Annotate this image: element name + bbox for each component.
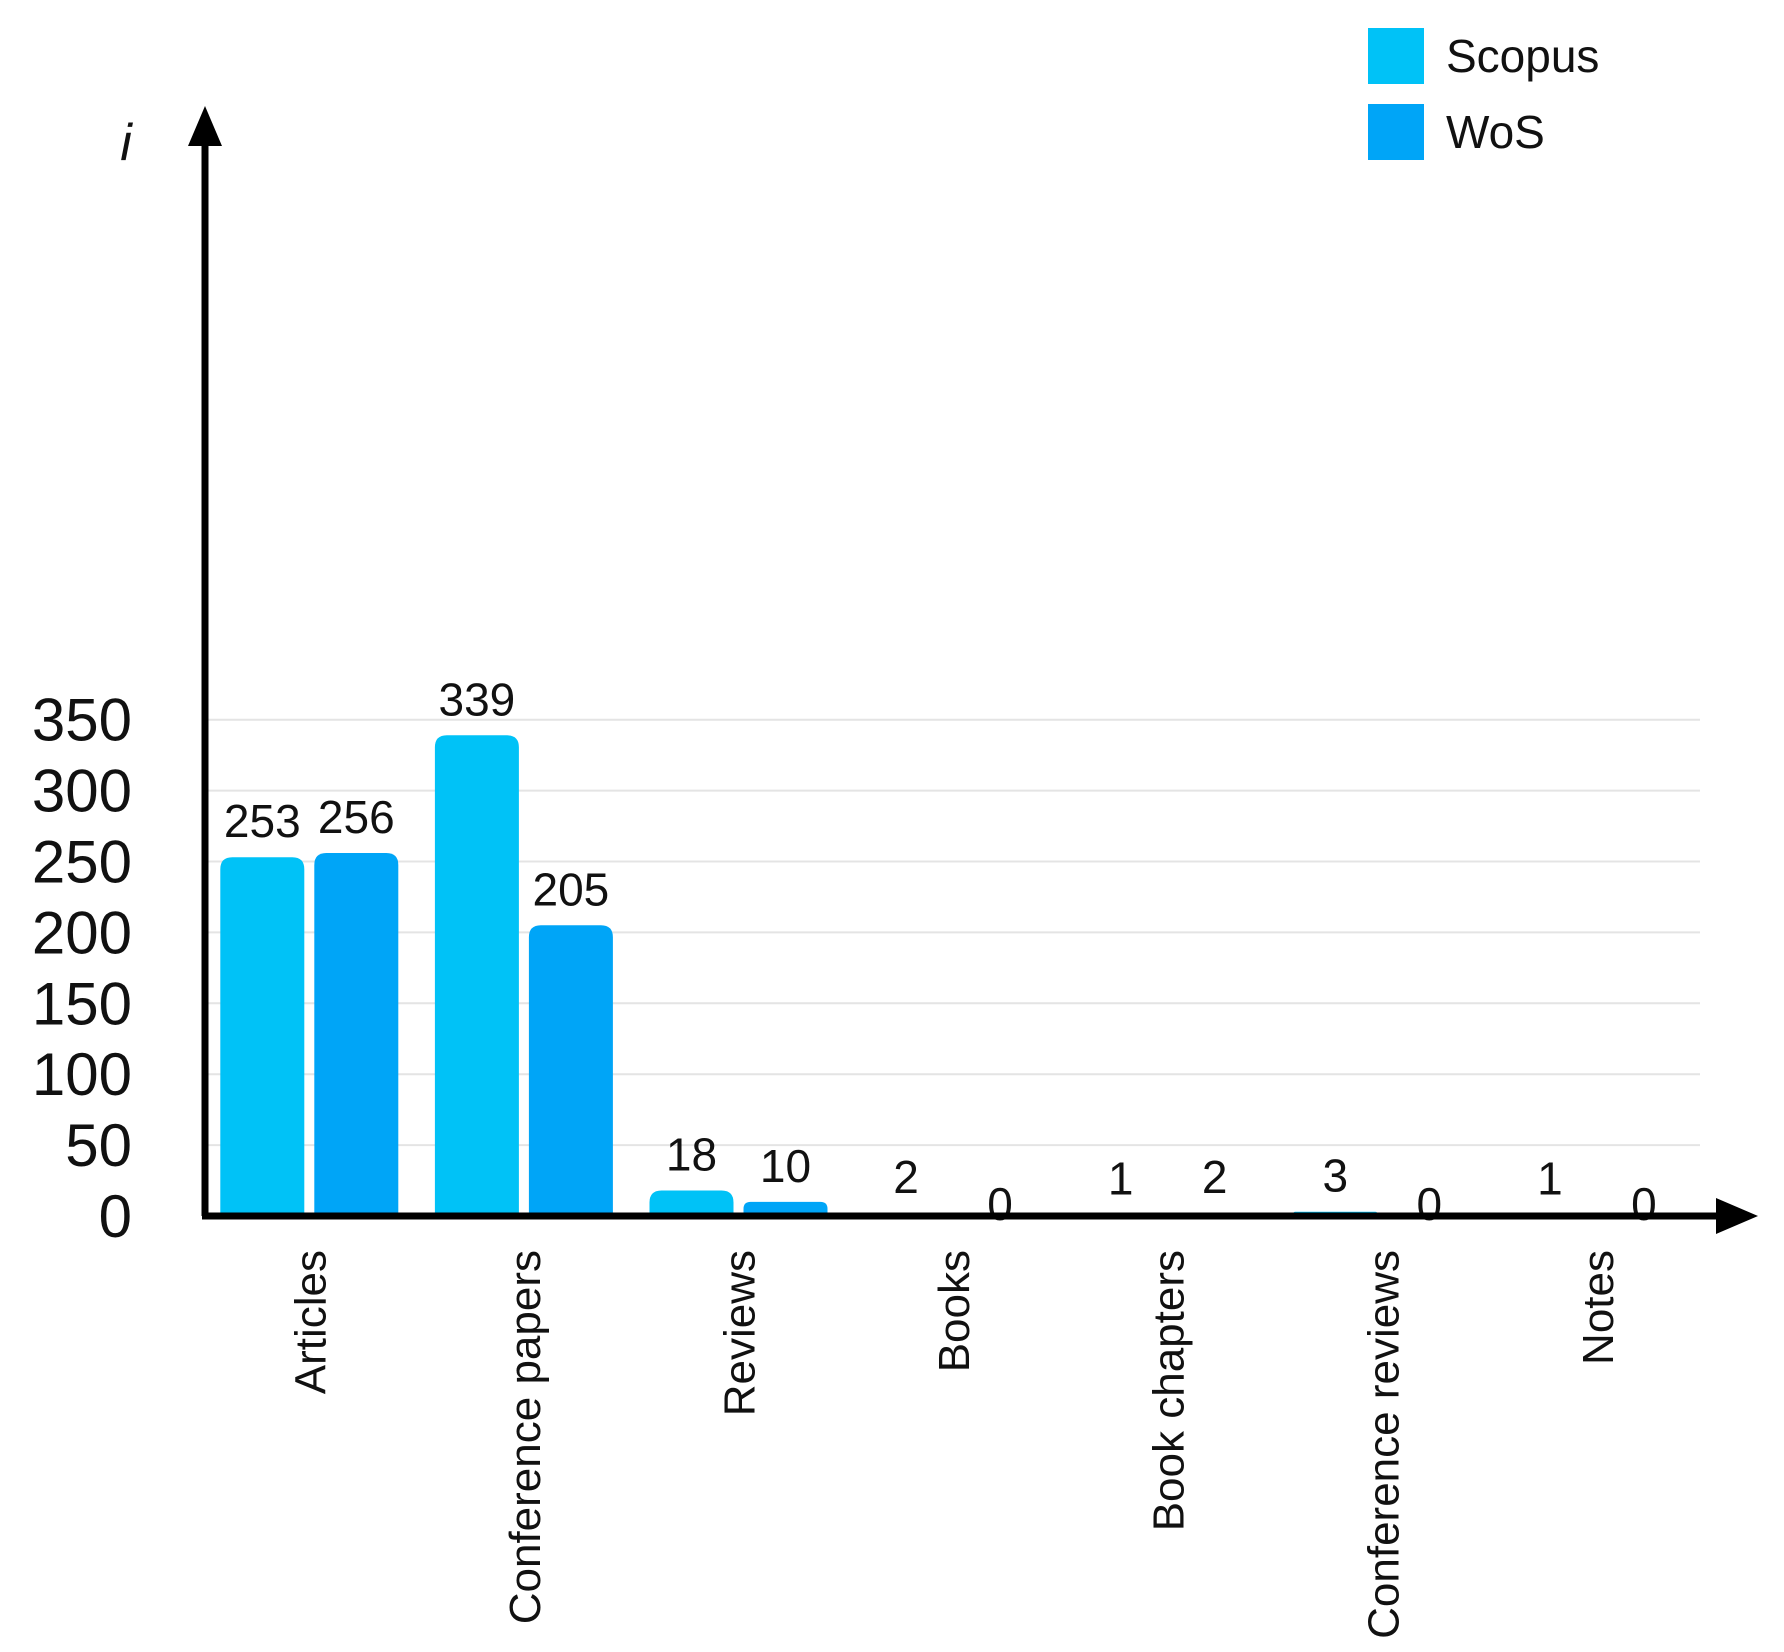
bar-wos-reviews [743, 1201, 828, 1216]
bar-value-label: 0 [1417, 1178, 1443, 1230]
x-tick-label: Notes [1574, 1250, 1623, 1365]
bar-value-label: 2 [893, 1151, 919, 1203]
legend-swatch [1368, 104, 1424, 160]
bar-value-label: 1 [1108, 1153, 1134, 1205]
y-tick-label: 300 [32, 758, 132, 825]
bars [220, 735, 1592, 1216]
x-axis-arrowhead [1716, 1198, 1758, 1234]
bar-scopus-reviews [649, 1190, 734, 1216]
bar-wos-conference-papers [528, 925, 613, 1216]
y-tick-label: 50 [65, 1112, 132, 1179]
y-tick-label: 250 [32, 829, 132, 896]
bar-value-label: 253 [224, 795, 301, 847]
gridlines [205, 718, 1700, 1147]
x-tick-label: Book chapters [1145, 1250, 1194, 1531]
y-tick-label: 350 [32, 687, 132, 754]
y-axis-label: i [120, 114, 133, 172]
y-tick-label: 100 [32, 1041, 132, 1108]
legend: Scopus WoS [1368, 28, 1599, 160]
y-tick-label: 200 [32, 899, 132, 966]
bar-value-label: 0 [1631, 1178, 1657, 1230]
bar-scopus-articles [220, 857, 305, 1216]
legend-label: WoS [1446, 106, 1545, 158]
y-tick-label: 0 [99, 1183, 132, 1250]
bar-value-label: 18 [666, 1128, 717, 1180]
bar-scopus-conference-papers [434, 735, 519, 1216]
bar-value-label: 205 [533, 863, 610, 915]
bar-wos-articles [314, 852, 399, 1216]
y-tick-label: 150 [32, 970, 132, 1037]
x-tick-label: Reviews [716, 1250, 765, 1416]
bar-value-label: 339 [439, 673, 516, 725]
bar-value-label: 10 [760, 1140, 811, 1192]
legend-label: Scopus [1446, 30, 1599, 82]
x-tick-label: Conference reviews [1359, 1250, 1408, 1639]
bar-value-label: 3 [1323, 1150, 1349, 1202]
legend-swatch [1368, 28, 1424, 84]
axes [188, 106, 1758, 1234]
x-tick-labels: Articles Conference papers Reviews Books Boo… [286, 1250, 1623, 1639]
x-tick-label: Conference papers [501, 1250, 550, 1624]
bar-value-label: 1 [1537, 1153, 1563, 1205]
x-tick-label: Books [930, 1250, 979, 1372]
bar-value-label: 256 [318, 791, 395, 843]
y-axis-arrowhead [188, 106, 222, 146]
bar-value-label: 0 [987, 1178, 1013, 1230]
x-tick-label: Articles [286, 1250, 335, 1394]
bar-value-label: 2 [1202, 1151, 1228, 1203]
